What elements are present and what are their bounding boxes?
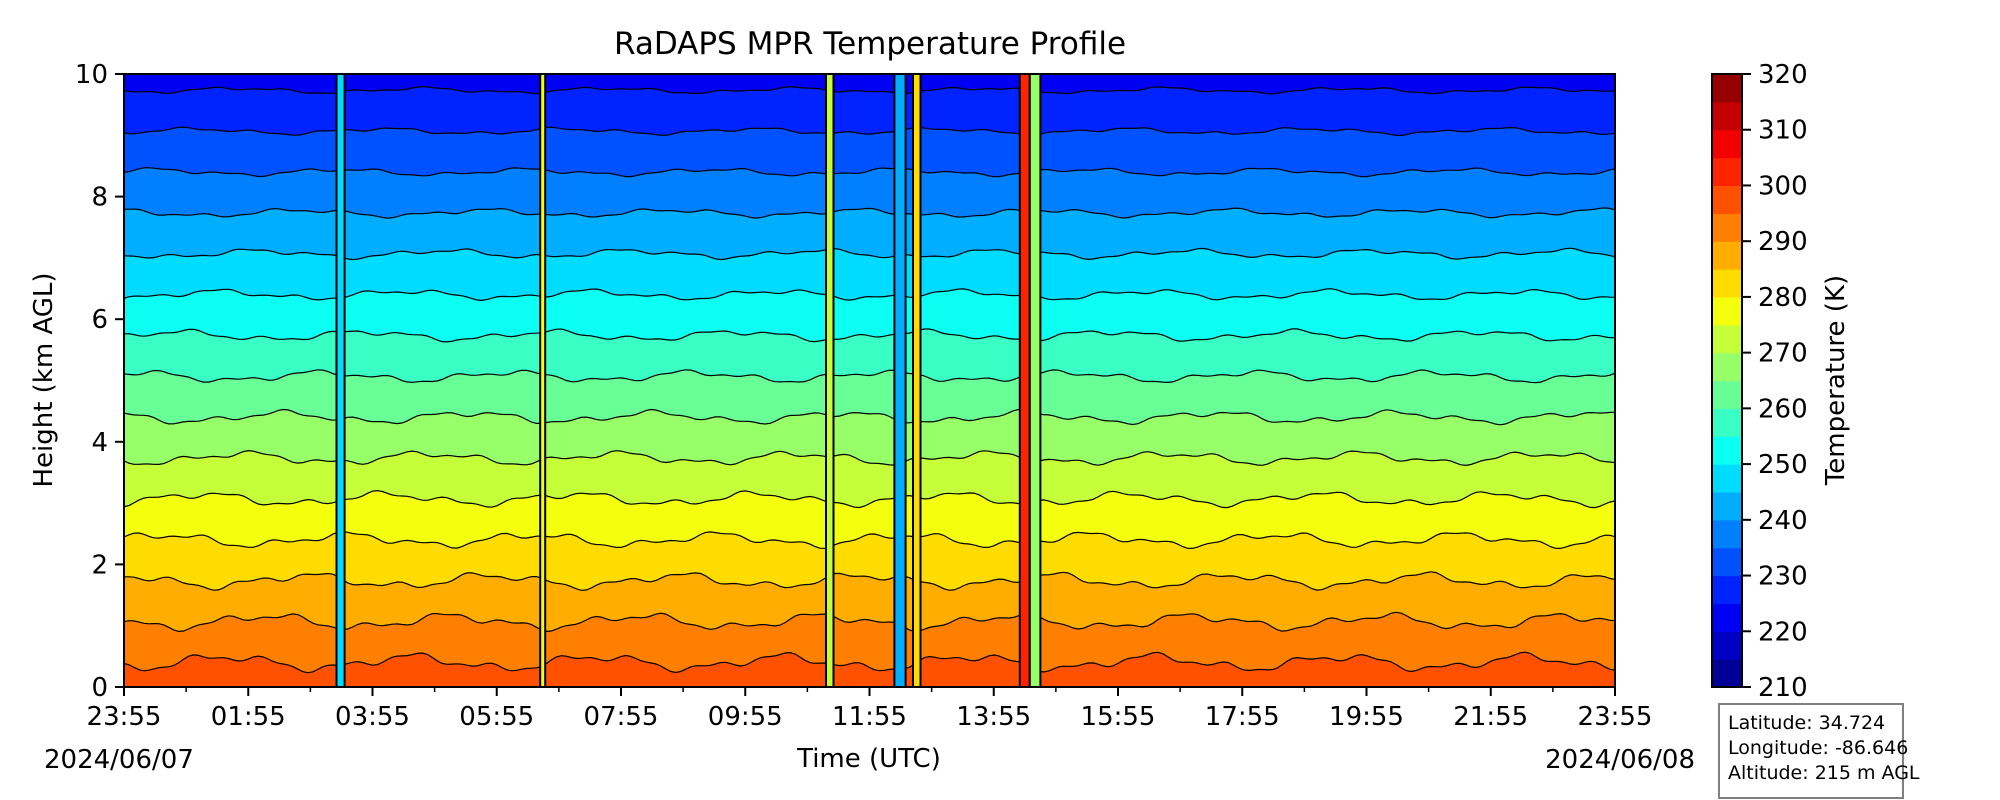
x-tick-label-3: 05:55 <box>459 702 534 732</box>
y-tick-label-1: 2 <box>91 550 108 580</box>
x-date-end: 2024/06/08 <box>1545 745 1695 775</box>
colorbar-label: Temperature (K) <box>1821 275 1851 486</box>
anomaly-column-1 <box>539 74 547 687</box>
colorbar-segment-13 <box>1712 296 1742 326</box>
x-tick-label-4: 07:55 <box>584 702 659 732</box>
x-tick-label-10: 19:55 <box>1329 702 1404 732</box>
colorbar-tick-label-10: 310 <box>1758 116 1808 146</box>
anomaly-column-4 <box>912 74 922 687</box>
colorbar-tick-label-2: 230 <box>1758 562 1808 592</box>
colorbar-frame <box>1711 73 1743 688</box>
y-axis: 0 2 4 6 8 10 <box>75 60 124 703</box>
y-tick-label-4: 8 <box>91 183 108 213</box>
colorbar-segment-14 <box>1712 269 1742 298</box>
colorbar-segment-15 <box>1712 241 1742 270</box>
colorbar-segment-21 <box>1712 74 1742 103</box>
colorbar-tick-label-4: 250 <box>1758 450 1808 480</box>
colorbar-segment-12 <box>1712 324 1742 354</box>
isotherm-240 <box>124 207 1615 219</box>
colorbar-segment-0 <box>1712 659 1742 688</box>
x-tick-label-11: 21:55 <box>1453 702 1528 732</box>
anomaly-column-5 <box>1018 74 1031 687</box>
station-info-box: Latitude: 34.724 Longitude: -86.646 Alti… <box>1718 703 1920 799</box>
colorbar-segment-10 <box>1712 380 1742 409</box>
colorbar-segment-18 <box>1712 157 1742 187</box>
anomaly-column-2 <box>825 74 835 687</box>
isotherm-235 <box>124 167 1615 178</box>
x-date-start: 2024/06/07 <box>44 745 194 775</box>
isotherm-285 <box>124 571 1615 591</box>
x-tick-label-6: 11:55 <box>832 702 907 732</box>
colorbar-segment-7 <box>1712 464 1742 493</box>
colorbar-segment-5 <box>1712 519 1742 549</box>
y-tick-label-5: 10 <box>75 60 108 90</box>
colorbar-segment-1 <box>1712 631 1742 660</box>
latitude-text: Latitude: 34.724 <box>1728 712 1886 734</box>
colorbar-segment-16 <box>1712 213 1742 242</box>
colorbar-tick-label-7: 280 <box>1758 283 1808 313</box>
x-tick-label-7: 13:55 <box>956 702 1031 732</box>
x-tick-label-12: 23:55 <box>1578 702 1653 732</box>
colorbar-segment-19 <box>1712 129 1742 159</box>
colorbar-tick-label-11: 320 <box>1758 60 1808 90</box>
y-tick-label-2: 4 <box>91 428 108 458</box>
isotherm-265 <box>124 408 1615 426</box>
isotherm-255 <box>124 328 1615 343</box>
colorbar-segment-11 <box>1712 352 1742 382</box>
isotherm-245 <box>124 247 1615 261</box>
isotherm-230 <box>124 126 1615 136</box>
isotherm-280 <box>124 530 1615 550</box>
x-axis-label: Time (UTC) <box>796 744 941 774</box>
isotherm-290 <box>124 611 1615 633</box>
colorbar-tick-label-9: 300 <box>1758 171 1808 201</box>
colorbar-tick-label-0: 210 <box>1758 673 1808 703</box>
isotherm-260 <box>124 369 1615 384</box>
isotherm-250 <box>124 288 1615 302</box>
isotherm-contours <box>124 86 1615 674</box>
colorbar-tick-label-6: 270 <box>1758 339 1808 369</box>
altitude-text: Altitude: 215 m AGL <box>1728 762 1920 784</box>
colorbar-tick-label-3: 240 <box>1758 506 1808 536</box>
isotherm-295 <box>124 651 1615 674</box>
colorbar-tick-label-8: 290 <box>1758 227 1808 257</box>
colorbar-segment-2 <box>1712 603 1742 632</box>
y-tick-label-0: 0 <box>91 673 108 703</box>
x-tick-label-8: 15:55 <box>1081 702 1156 732</box>
y-axis-label: Height (km AGL) <box>29 272 59 487</box>
chart-title: RaDAPS MPR Temperature Profile <box>614 26 1126 62</box>
x-axis: 23:55 01:55 03:55 05:55 07:55 09:55 11:55 13:55… <box>87 687 1653 732</box>
anomaly-column-6 <box>1028 74 1042 687</box>
x-tick-label-1: 01:55 <box>211 702 286 732</box>
colorbar-segment-3 <box>1712 575 1742 605</box>
colorbar-segment-9 <box>1712 408 1742 437</box>
colorbar-segment-17 <box>1712 185 1742 214</box>
x-tick-label-0: 23:55 <box>87 702 162 732</box>
x-tick-label-2: 03:55 <box>335 702 410 732</box>
anomaly-column-0 <box>335 74 346 687</box>
colorbar-segment-20 <box>1712 101 1742 131</box>
colorbar-segment-4 <box>1712 547 1742 577</box>
isotherm-225 <box>124 86 1615 95</box>
longitude-text: Longitude: -86.646 <box>1728 737 1909 759</box>
isotherm-270 <box>124 449 1615 467</box>
fill-band-225 <box>124 74 1615 94</box>
y-tick-label-3: 6 <box>91 305 108 335</box>
colorbar-tick-label-5: 260 <box>1758 394 1808 424</box>
x-tick-label-9: 17:55 <box>1205 702 1280 732</box>
colorbar-segment-6 <box>1712 491 1742 521</box>
isotherm-275 <box>124 489 1615 509</box>
anomaly-column-3 <box>893 74 907 687</box>
colorbar-tick-label-1: 220 <box>1758 617 1808 647</box>
colorbar: 210 220 230 240 250 260 270 280 290 300 310 320 <box>1711 60 1808 703</box>
anomaly-columns <box>335 74 1042 687</box>
x-tick-label-5: 09:55 <box>708 702 783 732</box>
colorbar-segment-8 <box>1712 436 1742 465</box>
